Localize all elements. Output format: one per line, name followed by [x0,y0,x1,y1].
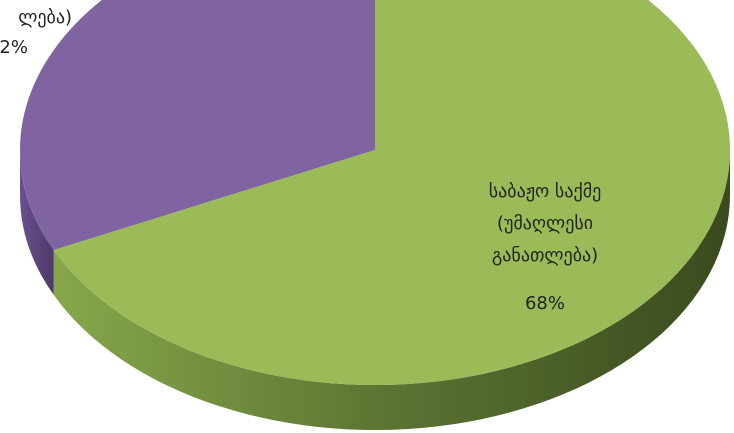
slice-side [19,150,54,296]
slice-value-label: 68% [524,293,565,314]
slice-label: ლება) [18,7,72,28]
slice-label: საბაჟო საქმე (უმაღლესი განათლება) [488,181,602,266]
slice [20,0,375,251]
slice [53,0,730,385]
slice-side [53,150,731,431]
slice-value-label: 32% [0,37,28,58]
